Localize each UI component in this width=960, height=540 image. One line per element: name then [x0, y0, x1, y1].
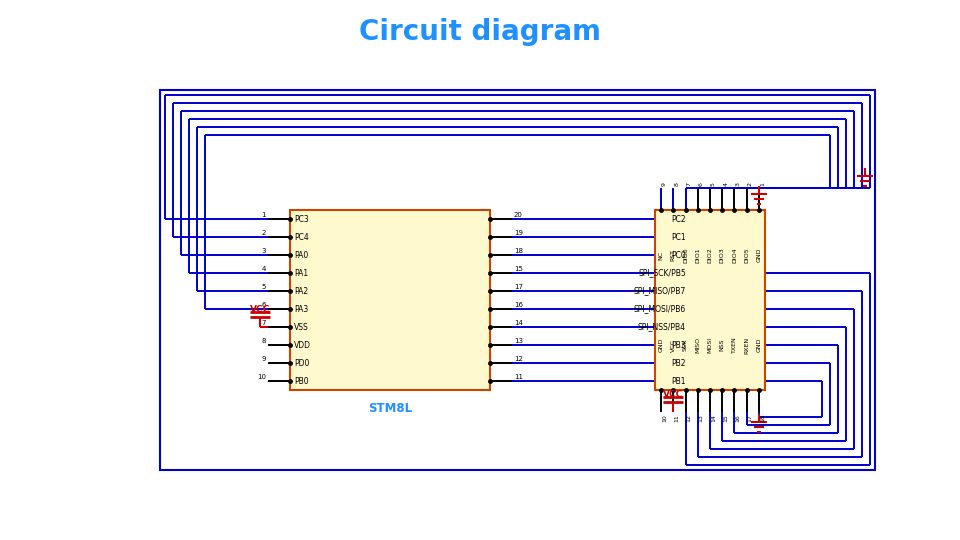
Text: 2: 2: [748, 182, 753, 186]
Text: 4: 4: [262, 266, 266, 272]
Text: PB1: PB1: [671, 376, 686, 386]
Bar: [290, 210, 490, 390]
Text: PA1: PA1: [294, 268, 308, 278]
Text: 11: 11: [514, 374, 523, 380]
Text: PB2: PB2: [671, 359, 686, 368]
Text: 17: 17: [748, 414, 753, 422]
Text: 18: 18: [760, 414, 765, 422]
Text: 19: 19: [514, 230, 523, 236]
Text: 6: 6: [699, 182, 704, 186]
Text: DIO5: DIO5: [744, 247, 749, 263]
Text: 3: 3: [735, 182, 740, 186]
Text: 6: 6: [261, 302, 266, 308]
Text: RST: RST: [671, 249, 676, 261]
Text: PD0: PD0: [294, 359, 309, 368]
Text: VCC: VCC: [671, 339, 676, 352]
Text: TXEN: TXEN: [732, 336, 737, 353]
Text: PA0: PA0: [294, 251, 308, 260]
Text: GND: GND: [756, 248, 761, 262]
Text: VDD: VDD: [294, 341, 311, 349]
Text: 11: 11: [674, 414, 680, 422]
Bar: [160, 90, 875, 470]
Text: PC2: PC2: [671, 214, 686, 224]
Text: DIO1: DIO1: [695, 247, 700, 263]
Text: 13: 13: [699, 414, 704, 422]
Text: DIO0: DIO0: [684, 247, 688, 263]
Text: NC: NC: [659, 251, 663, 260]
Text: 15: 15: [514, 266, 523, 272]
Text: 13: 13: [514, 338, 523, 344]
Text: SPI_MISO/PB7: SPI_MISO/PB7: [634, 287, 686, 295]
Text: PC3: PC3: [294, 214, 309, 224]
Text: PC1: PC1: [671, 233, 686, 241]
Text: 7: 7: [686, 182, 691, 186]
Text: 8: 8: [261, 338, 266, 344]
Text: 4: 4: [723, 182, 729, 186]
Bar: [655, 210, 765, 390]
Text: DIO4: DIO4: [732, 247, 737, 263]
Text: 17: 17: [514, 284, 523, 290]
Text: 12: 12: [514, 356, 523, 362]
Text: PC0: PC0: [671, 251, 686, 260]
Text: PC4: PC4: [294, 233, 309, 241]
Text: 20: 20: [514, 212, 523, 218]
Text: 9: 9: [662, 182, 667, 186]
Text: PA3: PA3: [294, 305, 308, 314]
Text: NSS: NSS: [720, 339, 725, 351]
Text: PB0: PB0: [294, 376, 308, 386]
Text: 5: 5: [262, 284, 266, 290]
Text: 5: 5: [711, 182, 716, 186]
Text: DIO2: DIO2: [708, 247, 712, 263]
Text: MISO: MISO: [695, 337, 700, 353]
Text: 14: 14: [711, 414, 716, 422]
Text: VSS: VSS: [294, 322, 309, 332]
Text: 8: 8: [674, 182, 680, 186]
Text: RXEN: RXEN: [744, 336, 749, 354]
Text: VCC: VCC: [663, 390, 684, 399]
Text: SCK: SCK: [684, 339, 688, 351]
Text: 2: 2: [262, 230, 266, 236]
Text: DIO3: DIO3: [720, 247, 725, 263]
Text: VCC: VCC: [250, 305, 270, 314]
Text: 10: 10: [257, 374, 266, 380]
Text: 16: 16: [735, 414, 740, 422]
Text: SPI_MOSI/PB6: SPI_MOSI/PB6: [634, 305, 686, 314]
Text: SPI_SCK/PB5: SPI_SCK/PB5: [638, 268, 686, 278]
Text: 3: 3: [261, 248, 266, 254]
Text: 12: 12: [686, 414, 691, 422]
Text: 15: 15: [723, 414, 729, 422]
Text: 16: 16: [514, 302, 523, 308]
Text: SPI_NSS/PB4: SPI_NSS/PB4: [638, 322, 686, 332]
Text: PA2: PA2: [294, 287, 308, 295]
Text: STM8L: STM8L: [368, 402, 412, 415]
Text: 1: 1: [261, 212, 266, 218]
Text: Circuit diagram: Circuit diagram: [359, 18, 601, 46]
Text: 10: 10: [662, 414, 667, 422]
Text: 14: 14: [514, 320, 523, 326]
Text: GND: GND: [756, 338, 761, 352]
Text: 7: 7: [261, 320, 266, 326]
Text: PB3: PB3: [671, 341, 686, 349]
Text: 1: 1: [760, 182, 765, 186]
Text: 9: 9: [261, 356, 266, 362]
Text: GND: GND: [659, 338, 663, 352]
Text: MOSI: MOSI: [708, 337, 712, 353]
Text: 18: 18: [514, 248, 523, 254]
